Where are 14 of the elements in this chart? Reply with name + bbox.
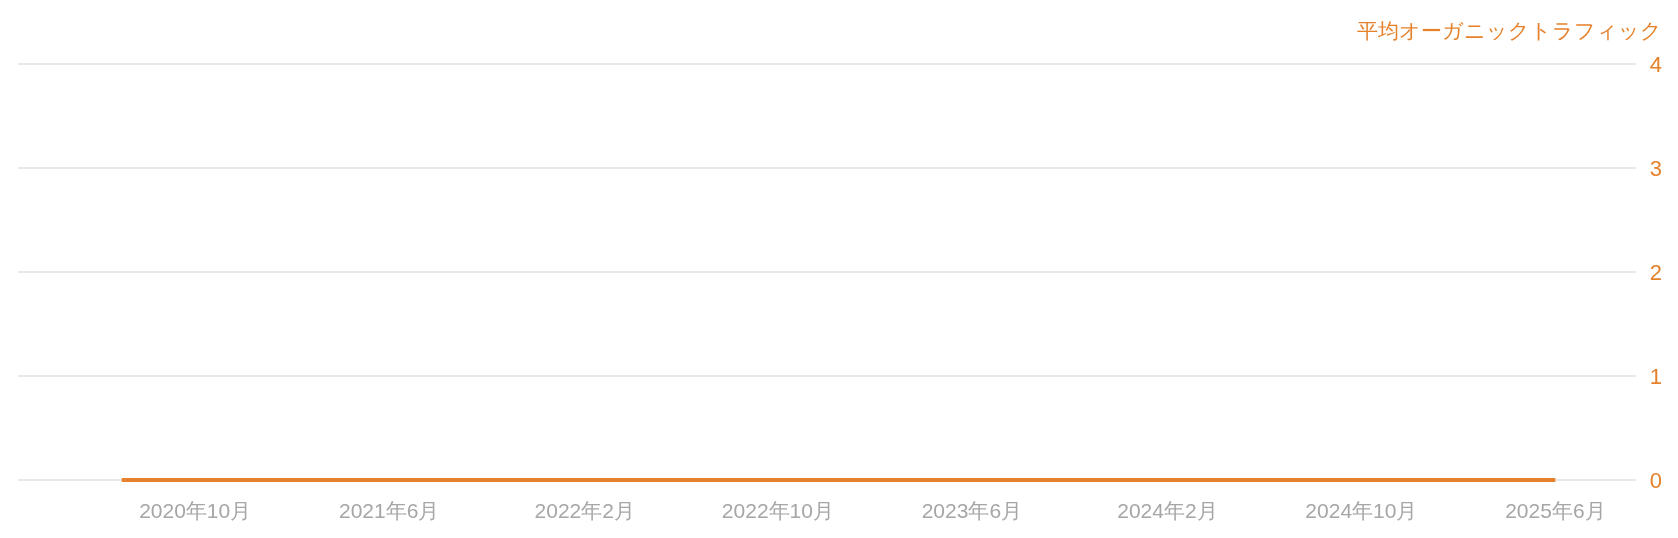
x-tick-label: 2025年6月: [1505, 499, 1606, 522]
x-tick-label: 2024年2月: [1117, 499, 1218, 522]
x-tick-label: 2024年10月: [1305, 499, 1418, 522]
x-tick-label: 2020年10月: [139, 499, 252, 522]
y-tick-label: 0: [1649, 467, 1662, 493]
y-tick-label: 4: [1649, 51, 1662, 77]
x-tick-label: 2021年6月: [338, 499, 440, 522]
y-tick-label: 2: [1649, 259, 1662, 285]
x-tick-label: 2022年2月: [534, 499, 635, 522]
y-axis-title: 平均オーガニックトラフィック: [1357, 19, 1662, 42]
y-tick-label: 3: [1649, 155, 1662, 181]
x-tick-label: 2022年10月: [721, 499, 834, 522]
y-tick-label: 1: [1649, 363, 1662, 389]
x-tick-label: 2023年6月: [921, 499, 1023, 522]
